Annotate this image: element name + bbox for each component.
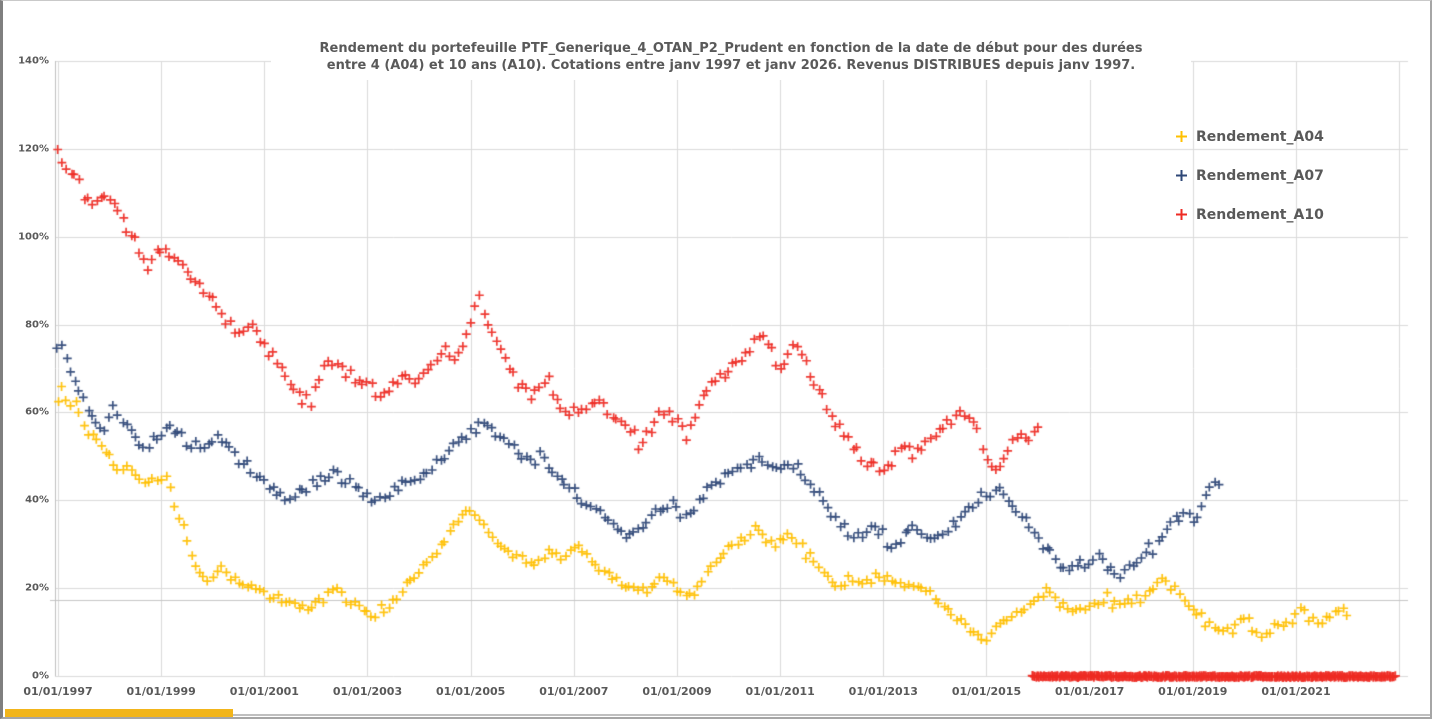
x-axis-label: 01/01/2007 — [539, 685, 609, 698]
y-axis-label: 80% — [25, 319, 49, 331]
chart-legend: Rendement_A04 Rendement_A07 Rendement_A10 — [1175, 117, 1324, 234]
legend-label: Rendement_A04 — [1196, 128, 1324, 145]
y-axis-label: 20% — [25, 582, 49, 594]
y-axis-label: 60% — [25, 406, 49, 418]
bottom-accent-bar — [5, 709, 233, 717]
x-axis-label: 01/01/2005 — [436, 685, 506, 698]
x-axis-label: 01/01/2011 — [745, 685, 815, 698]
x-axis-label: 01/01/1999 — [126, 685, 196, 698]
x-axis-label: 01/01/2021 — [1261, 685, 1331, 698]
legend-plus-marker-icon — [1176, 209, 1187, 220]
legend-label: Rendement_A07 — [1196, 167, 1324, 184]
x-axis-label: 01/01/2019 — [1158, 685, 1228, 698]
x-axis-label: 01/01/1997 — [23, 685, 93, 698]
chart-title: Rendement du portefeuille PTF_Generique_… — [271, 40, 1191, 80]
legend-entry-rendement_a10[interactable]: Rendement_A10 — [1175, 195, 1324, 234]
y-axis-label: 100% — [18, 231, 49, 243]
legend-plus-marker-icon — [1176, 170, 1187, 181]
legend-plus-marker-icon — [1176, 131, 1187, 142]
chart-plot-area[interactable] — [3, 1, 1430, 717]
x-axis-label: 01/01/2009 — [642, 685, 712, 698]
y-axis-label: 120% — [18, 143, 49, 155]
chart-title-line1: Rendement du portefeuille PTF_Generique_… — [319, 41, 1143, 56]
x-axis-label: 01/01/2015 — [951, 685, 1022, 698]
legend-entry-rendement_a07[interactable]: Rendement_A07 — [1175, 156, 1324, 195]
y-axis-label: 140% — [18, 55, 49, 67]
y-axis-label: 0% — [32, 670, 49, 682]
bottom-divider-line — [233, 714, 1430, 716]
chart-title-line2: entre 4 (A04) et 10 ans (A10). Cotations… — [326, 58, 1136, 73]
y-axis-label: 40% — [25, 494, 49, 506]
legend-label: Rendement_A10 — [1196, 206, 1324, 223]
legend-entry-rendement_a04[interactable]: Rendement_A04 — [1175, 117, 1324, 156]
x-axis-label: 01/01/2013 — [848, 685, 918, 698]
x-axis-label: 01/01/2001 — [229, 685, 299, 698]
x-axis-label: 01/01/2017 — [1055, 685, 1125, 698]
x-axis-label: 01/01/2003 — [332, 685, 403, 698]
